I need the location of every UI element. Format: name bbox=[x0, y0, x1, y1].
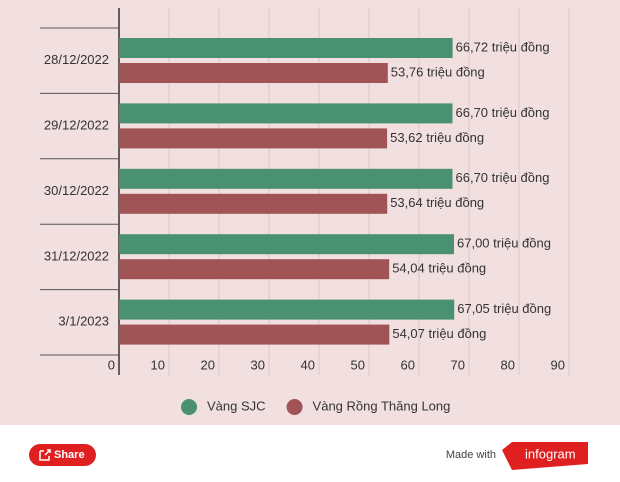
y-tick-label: 28/12/2022 bbox=[44, 52, 109, 67]
value-label: 53,64 triệu đồng bbox=[390, 195, 484, 210]
value-label: 54,07 triệu đồng bbox=[392, 326, 486, 341]
legend-swatch bbox=[286, 399, 303, 415]
value-label: 53,76 triệu đồng bbox=[391, 64, 485, 79]
bar bbox=[119, 103, 453, 124]
share-label[interactable]: Share bbox=[54, 449, 85, 461]
brand[interactable]: infogram bbox=[525, 446, 576, 461]
bar bbox=[119, 259, 390, 280]
x-tick-label: 60 bbox=[401, 357, 415, 372]
made-with: Made with bbox=[446, 449, 496, 461]
brand-badge[interactable] bbox=[502, 442, 588, 470]
x-tick-label: 30 bbox=[251, 357, 265, 372]
bar bbox=[119, 193, 388, 214]
x-tick-label: 70 bbox=[451, 357, 465, 372]
value-label: 66,70 triệu đồng bbox=[456, 105, 550, 120]
x-tick-label: 0 bbox=[108, 357, 115, 372]
x-tick-label: 50 bbox=[351, 357, 365, 372]
value-label: 67,00 triệu đồng bbox=[457, 236, 551, 251]
legend-label: Vàng SJC bbox=[207, 398, 266, 413]
bar bbox=[119, 299, 455, 320]
value-label: 66,72 triệu đồng bbox=[456, 39, 550, 54]
value-label: 66,70 triệu đồng bbox=[456, 170, 550, 185]
x-tick-label: 20 bbox=[201, 357, 215, 372]
value-label: 53,62 triệu đồng bbox=[390, 130, 484, 145]
bar bbox=[119, 63, 388, 83]
x-tick-label: 80 bbox=[501, 357, 515, 372]
bar bbox=[119, 168, 453, 189]
x-tick-label: 10 bbox=[151, 357, 165, 372]
legend-label: Vàng Rồng Thăng Long bbox=[313, 398, 451, 413]
y-tick-label: 29/12/2022 bbox=[44, 118, 109, 133]
bar bbox=[119, 38, 453, 58]
x-tick-label: 40 bbox=[301, 357, 315, 372]
y-tick-label: 31/12/2022 bbox=[44, 248, 109, 263]
bar bbox=[119, 234, 454, 255]
y-tick-label: 3/1/2023 bbox=[58, 314, 109, 329]
x-tick-label: 90 bbox=[551, 357, 565, 372]
bar bbox=[119, 128, 388, 149]
value-label: 54,04 triệu đồng bbox=[392, 261, 486, 276]
y-tick-label: 30/12/2022 bbox=[44, 183, 109, 198]
value-label: 67,05 triệu đồng bbox=[457, 301, 551, 316]
bar bbox=[119, 324, 390, 345]
share-icon bbox=[39, 449, 51, 461]
legend-swatch bbox=[181, 399, 197, 415]
